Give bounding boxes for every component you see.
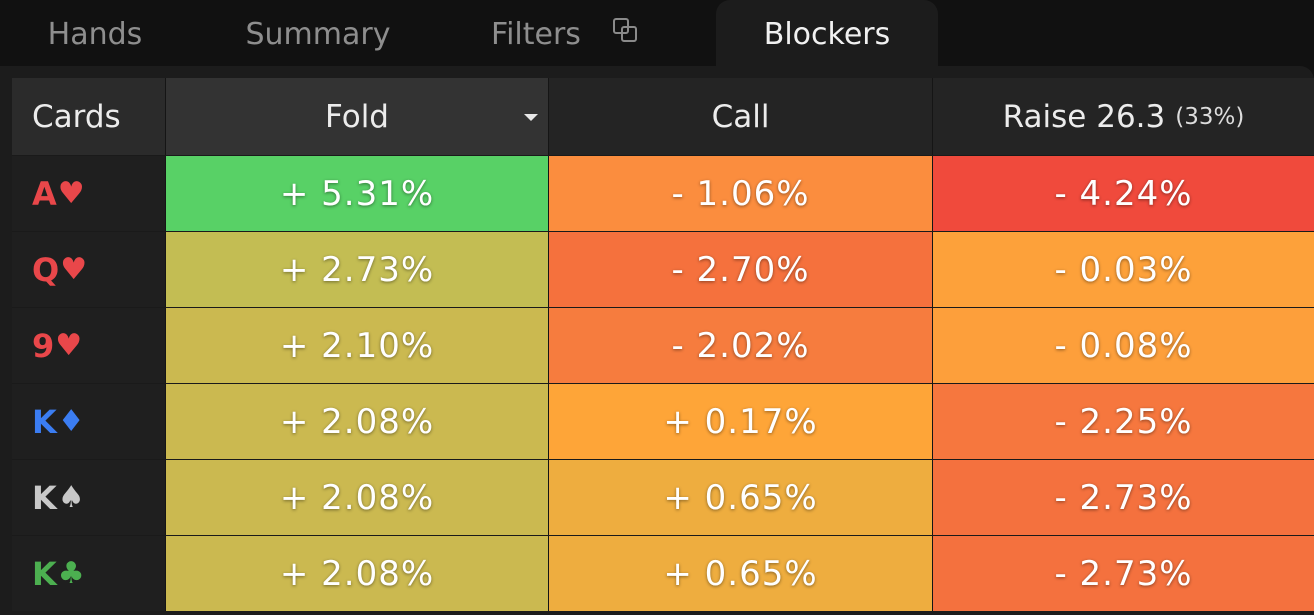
card-rank: 9 [32, 326, 55, 365]
fold-value-cell: + 5.31% [165, 156, 548, 231]
card-rank: A [32, 174, 57, 213]
call-value: - 1.06% [671, 173, 810, 214]
fold-value: + 2.73% [279, 249, 435, 290]
fold-value-cell: + 2.10% [165, 308, 548, 383]
tab-blockers-label: Blockers [763, 16, 891, 52]
header-raise-pct: (33%) [1175, 103, 1245, 130]
caret-down-icon[interactable] [524, 114, 538, 121]
call-value: - 2.02% [671, 325, 810, 366]
call-value-cell: - 2.70% [548, 232, 932, 307]
table-row: 9 ♥ + 2.10% - 2.02% - 0.08% [12, 307, 1314, 383]
card-rank: K [32, 402, 57, 441]
call-value-cell: - 2.02% [548, 308, 932, 383]
fold-value: + 2.08% [279, 401, 435, 442]
raise-value-cell: - 0.03% [932, 232, 1314, 307]
tab-filters[interactable]: Filters [462, 0, 670, 70]
raise-value: - 4.24% [1054, 173, 1193, 214]
card-cell: Q ♥ [12, 232, 165, 307]
raise-value: - 2.25% [1054, 401, 1193, 442]
fold-value: + 2.10% [279, 325, 435, 366]
card-cell: K ♠ [12, 460, 165, 535]
raise-value-cell: - 4.24% [932, 156, 1314, 231]
table-row: Q ♥ + 2.73% - 2.70% - 0.03% [12, 231, 1314, 307]
fold-value-cell: + 2.73% [165, 232, 548, 307]
raise-value: - 2.73% [1054, 477, 1193, 518]
header-fold-label: Fold [325, 98, 389, 135]
call-value-cell: + 0.65% [548, 460, 932, 535]
card-cell: K ♣ [12, 536, 165, 611]
fold-value-cell: + 2.08% [165, 384, 548, 459]
card-rank: K [32, 554, 57, 593]
blockers-table: Cards Fold Call Raise 26.3 (33%) A ♥ + 5.3… [12, 78, 1314, 611]
header-raise[interactable]: Raise 26.3 (33%) [932, 78, 1314, 155]
raise-value: - 0.03% [1054, 249, 1193, 290]
header-cards: Cards [12, 78, 165, 155]
table-row: K ♣ + 2.08% + 0.65% - 2.73% [12, 535, 1314, 611]
tab-bar: Hands Summary Filters Blockers [0, 0, 1314, 70]
header-call[interactable]: Call [548, 78, 932, 155]
call-value: + 0.17% [663, 401, 818, 442]
header-raise-label: Raise 26.3 [1002, 98, 1166, 135]
card-suit-icon: ♥ [60, 252, 88, 287]
raise-value-cell: - 0.08% [932, 308, 1314, 383]
raise-value: - 0.08% [1054, 325, 1193, 366]
fold-value-cell: + 2.08% [165, 460, 548, 535]
tab-filters-label: Filters [491, 16, 581, 52]
raise-value-cell: - 2.73% [932, 536, 1314, 611]
tab-summary-label: Summary [245, 16, 391, 52]
tab-hands-label: Hands [47, 16, 143, 52]
card-suit-icon: ♥ [57, 176, 85, 211]
fold-value: + 5.31% [279, 173, 435, 214]
tab-blockers[interactable]: Blockers [716, 0, 938, 70]
fold-value: + 2.08% [279, 477, 435, 518]
copy-icon[interactable] [611, 16, 641, 46]
call-value-cell: - 1.06% [548, 156, 932, 231]
card-cell: A ♥ [12, 156, 165, 231]
table-row: K ♦ + 2.08% + 0.17% - 2.25% [12, 383, 1314, 459]
card-suit-icon: ♦ [57, 404, 85, 439]
card-rank: K [32, 478, 57, 517]
table-header-row: Cards Fold Call Raise 26.3 (33%) [12, 78, 1314, 155]
raise-value-cell: - 2.73% [932, 460, 1314, 535]
card-cell: K ♦ [12, 384, 165, 459]
call-value: - 2.70% [671, 249, 810, 290]
header-fold[interactable]: Fold [165, 78, 548, 155]
tab-hands[interactable]: Hands [12, 0, 178, 70]
header-cards-label: Cards [32, 98, 121, 135]
card-cell: 9 ♥ [12, 308, 165, 383]
call-value-cell: + 0.65% [548, 536, 932, 611]
header-call-label: Call [711, 98, 770, 135]
card-rank: Q [32, 250, 60, 289]
blockers-panel: Cards Fold Call Raise 26.3 (33%) A ♥ + 5.3… [0, 66, 1314, 615]
call-value: + 0.65% [663, 477, 818, 518]
fold-value-cell: + 2.08% [165, 536, 548, 611]
tab-summary[interactable]: Summary [216, 0, 420, 70]
fold-value: + 2.08% [279, 553, 435, 594]
call-value: + 0.65% [663, 553, 818, 594]
call-value-cell: + 0.17% [548, 384, 932, 459]
card-suit-icon: ♣ [57, 556, 85, 591]
card-suit-icon: ♥ [55, 328, 83, 363]
table-row: K ♠ + 2.08% + 0.65% - 2.73% [12, 459, 1314, 535]
card-suit-icon: ♠ [57, 480, 85, 515]
table-row: A ♥ + 5.31% - 1.06% - 4.24% [12, 155, 1314, 231]
raise-value-cell: - 2.25% [932, 384, 1314, 459]
raise-value: - 2.73% [1054, 553, 1193, 594]
